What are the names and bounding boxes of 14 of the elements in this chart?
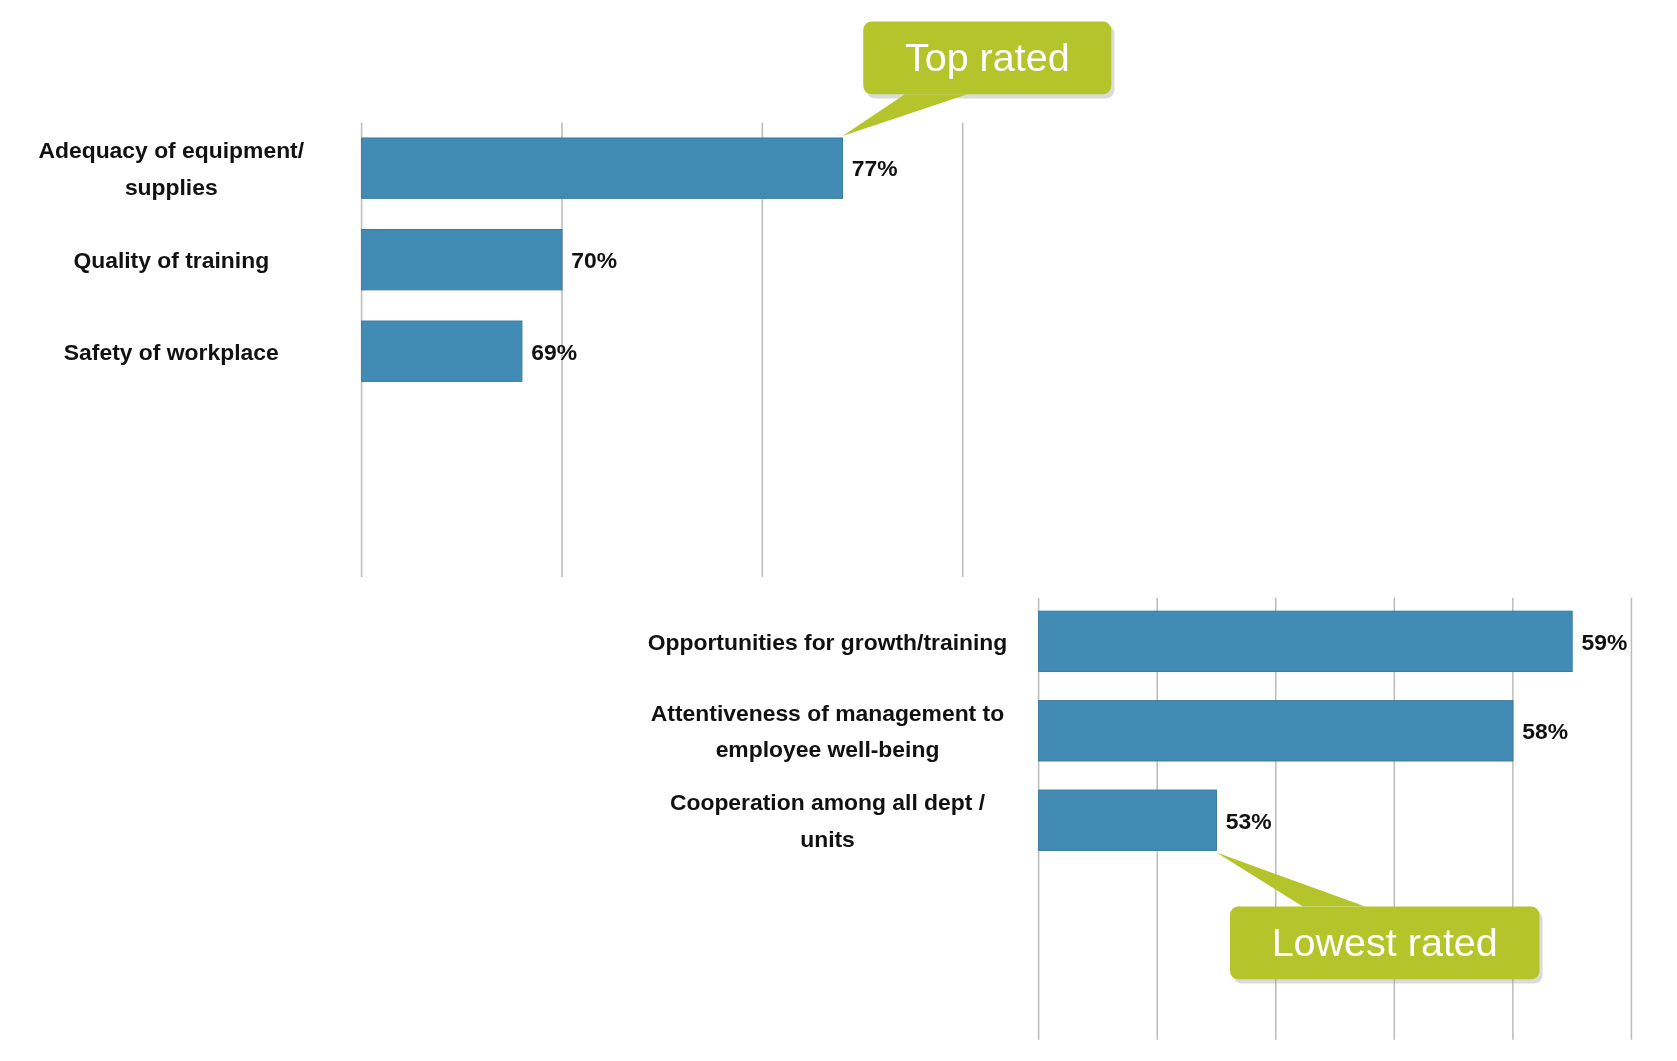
- data-label: 70%: [571, 247, 618, 273]
- y-tick-label: Cooperation among all dept / units: [669, 789, 986, 852]
- annotation: Top rated: [904, 35, 1070, 80]
- data-label: 53%: [1225, 807, 1272, 834]
- data-label: 59%: [1581, 628, 1628, 655]
- y-tick-label: Attentiveness of management to employee well-being: [650, 699, 1005, 763]
- annotation: Lowest rated: [1271, 920, 1498, 965]
- y-tick-label: Quality of training: [73, 247, 270, 273]
- data-label: 77%: [851, 155, 898, 182]
- y-tick-label: Opportunities for growth/training: [647, 628, 1008, 655]
- data-label: 69%: [531, 338, 578, 365]
- y-tick-label: Safety of workplace: [63, 338, 279, 365]
- data-label: 58%: [1522, 718, 1569, 745]
- y-tick-label: Adequacy of equipment/ supplies: [38, 137, 305, 200]
